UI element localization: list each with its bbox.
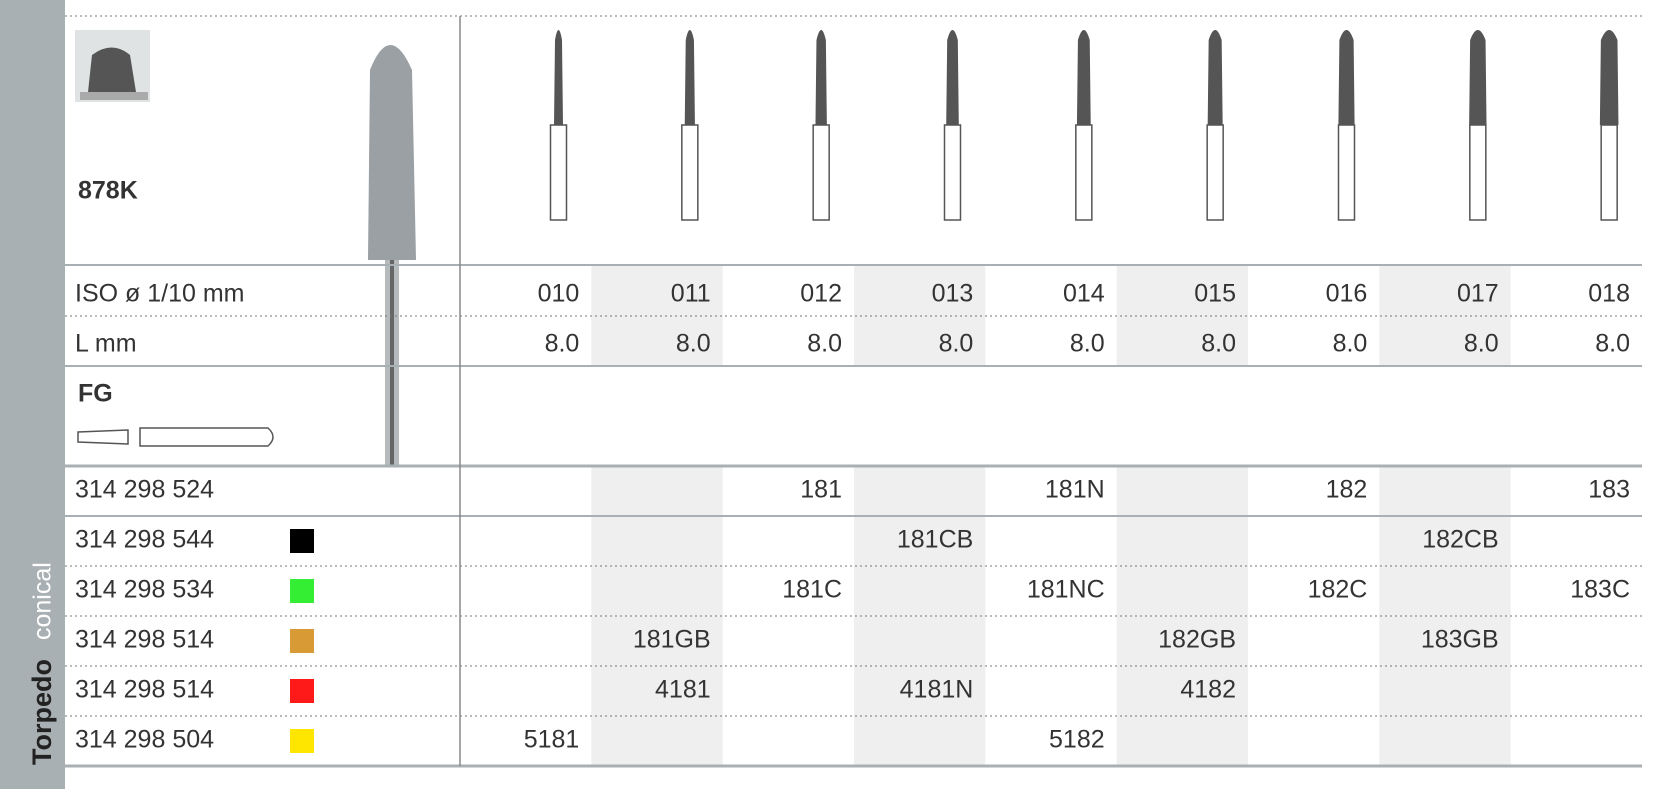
article-number: 4182 (1180, 676, 1236, 704)
bur-shank (1206, 124, 1224, 221)
bur-icon (1599, 30, 1619, 125)
bur-image (368, 45, 416, 466)
article-number: 182CB (1422, 526, 1498, 554)
bur-shank (1075, 124, 1093, 221)
article-number: 182C (1308, 576, 1368, 604)
article-number: 4181N (900, 676, 974, 704)
bur-shank (681, 124, 699, 221)
length-value: 8.0 (807, 330, 842, 358)
bur-icon (1338, 30, 1355, 125)
bur-icon (1076, 30, 1091, 125)
article-number: 181NC (1027, 576, 1105, 604)
reference-number: 314 298 524 (75, 476, 214, 504)
article-number: 182 (1326, 476, 1368, 504)
iso-size: 015 (1194, 280, 1236, 308)
iso-size: 018 (1588, 280, 1630, 308)
reference-number: 314 298 534 (75, 576, 214, 604)
bur-shank (1469, 124, 1487, 221)
length-value: 8.0 (1464, 330, 1499, 358)
length-value: 8.0 (1201, 330, 1236, 358)
length-value: 8.0 (1070, 330, 1105, 358)
article-number: 181GB (633, 626, 711, 654)
length-value: 8.0 (1595, 330, 1630, 358)
length-value: 8.0 (1333, 330, 1368, 358)
bur-icon (946, 30, 959, 125)
bur-icon (554, 30, 563, 125)
shank-icon (77, 427, 274, 447)
length-value: 8.0 (939, 330, 974, 358)
color-code (290, 679, 314, 703)
article-number: 181N (1045, 476, 1105, 504)
reference-number: 314 298 514 (75, 676, 214, 704)
iso-size: 017 (1457, 280, 1499, 308)
iso-label: ISO ø 1/10 mm (75, 280, 244, 308)
product-code: 878K (78, 177, 138, 205)
iso-size: 013 (932, 280, 974, 308)
iso-size: 016 (1326, 280, 1368, 308)
side-bar (0, 0, 65, 789)
bur-shank (549, 124, 568, 221)
length-value: 8.0 (545, 330, 580, 358)
iso-size: 010 (538, 280, 580, 308)
article-number: 183 (1588, 476, 1630, 504)
tooth-icon (75, 30, 150, 102)
article-number: 183GB (1421, 626, 1499, 654)
article-number: 181CB (897, 526, 973, 554)
article-number: 181C (782, 576, 842, 604)
bur-icon (684, 30, 695, 125)
subcategory: conical (29, 562, 57, 640)
bur-icon (1207, 30, 1223, 125)
color-code (290, 529, 314, 553)
bur-shank (1600, 124, 1618, 221)
length-label: L mm (75, 330, 137, 358)
article-number: 5182 (1049, 726, 1105, 754)
reference-number: 314 298 544 (75, 526, 214, 554)
article-number: 183C (1570, 576, 1630, 604)
iso-size: 011 (671, 280, 711, 308)
iso-size: 012 (800, 280, 842, 308)
color-code (290, 579, 314, 603)
bur-icon (1469, 30, 1487, 125)
reference-number: 314 298 504 (75, 726, 214, 754)
color-code (290, 729, 314, 753)
article-number: 4181 (655, 676, 711, 704)
category: Torpedo (27, 659, 57, 765)
bur-shank (812, 124, 830, 221)
article-number: 181 (800, 476, 842, 504)
bur-shank (943, 124, 962, 221)
bur-shank (1337, 124, 1356, 221)
article-number: 5181 (524, 726, 580, 754)
bur-icon (815, 30, 827, 125)
color-code (290, 629, 314, 653)
reference-number: 314 298 514 (75, 626, 214, 654)
iso-size: 014 (1063, 280, 1105, 308)
article-number: 182GB (1158, 626, 1236, 654)
shank-type: FG (78, 380, 113, 408)
length-value: 8.0 (676, 330, 711, 358)
